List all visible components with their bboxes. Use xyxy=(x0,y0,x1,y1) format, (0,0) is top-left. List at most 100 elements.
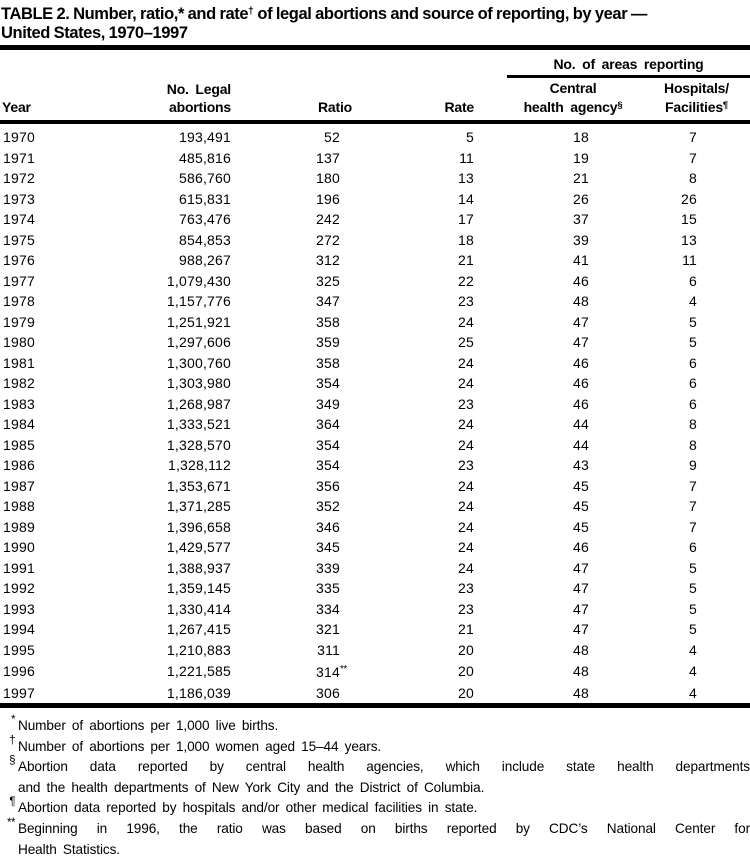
cell-central: 46 xyxy=(573,395,589,412)
footnote-text: Abortion data reported by central health… xyxy=(18,757,750,798)
cell-ratio: 356 xyxy=(316,477,340,494)
header-central-line1: Central xyxy=(549,80,597,96)
cell-rate: 20 xyxy=(458,641,474,658)
cell-abortions: 615,831 xyxy=(178,190,231,207)
table-row: 1994 1,267,415 321 21 47 5 xyxy=(0,619,750,640)
footnote-line: Number of abortions per 1,000 women aged… xyxy=(18,738,382,754)
table-row: 1985 1,328,570 354 24 44 8 xyxy=(0,435,750,456)
cell-central: 47 xyxy=(573,580,589,596)
cell-ratio: 312 xyxy=(316,252,340,268)
cell-hospitals: 15 xyxy=(681,211,698,227)
table-body: 1970 193,491 52 5 18 7 1971 485,816 137 11 19 7 1972… xyxy=(0,122,750,703)
footnote: ** Beginning in 1996, the ratio was based… xyxy=(0,817,750,860)
cell-abortions: 1,328,112 xyxy=(167,457,231,473)
cell-abortions: 854,853 xyxy=(178,231,231,248)
table-row: 1988 1,371,285 352 24 45 7 xyxy=(0,496,750,517)
cell-ratio: 335 xyxy=(316,580,340,596)
cell-rate: 18 xyxy=(458,231,474,248)
cell-ratio: 242 xyxy=(316,211,340,227)
cell-ratio: 354 xyxy=(316,375,340,391)
cell-year: 1975 xyxy=(3,231,35,248)
cell-ratio: 358 xyxy=(316,354,340,371)
cell-hospitals: 6 xyxy=(689,354,698,371)
cell-rate: 24 xyxy=(458,436,474,453)
column-header-rate: Rate xyxy=(353,78,477,124)
cell-rate: 21 xyxy=(458,621,474,637)
cell-year: 1985 xyxy=(3,436,35,453)
cell-year: 1986 xyxy=(3,457,35,473)
table-row: 1993 1,330,414 334 23 47 5 xyxy=(0,599,750,620)
cell-rate: 14 xyxy=(458,190,474,207)
footnote-line: Health Statistics. xyxy=(18,841,120,857)
table-row: 1986 1,328,112 354 23 43 9 xyxy=(0,455,750,476)
cell-central: 39 xyxy=(573,231,589,248)
bottom-rule xyxy=(0,703,750,708)
footnote-marker: * xyxy=(11,714,15,726)
table-header: No. of areas reporting Year No. Legal ab… xyxy=(0,50,750,124)
cell-hospitals: 4 xyxy=(689,641,698,658)
cell-rate: 21 xyxy=(458,252,474,268)
cell-hospitals: 7 xyxy=(689,518,698,535)
cell-year: 1978 xyxy=(3,293,35,309)
table-row: 1972 586,760 180 13 21 8 xyxy=(0,168,750,189)
cell-central: 48 xyxy=(573,684,589,701)
cell-year: 1980 xyxy=(3,334,35,350)
cell-hospitals: 9 xyxy=(689,457,698,473)
cell-central: 47 xyxy=(573,621,589,637)
table-row: 1990 1,429,577 345 24 46 6 xyxy=(0,537,750,558)
cell-hospitals: 7 xyxy=(689,477,698,494)
cell-hospitals: 7 xyxy=(689,149,698,166)
table-row: 1978 1,157,776 347 23 48 4 xyxy=(0,291,750,312)
cell-central: 45 xyxy=(573,498,589,514)
cell-abortions: 1,221,585 xyxy=(166,663,231,679)
cell-central: 37 xyxy=(573,211,589,227)
cell-abortions: 1,330,414 xyxy=(166,600,231,617)
cell-rate: 24 xyxy=(458,354,474,371)
cell-hospitals: 6 xyxy=(689,375,698,391)
cell-year: 1987 xyxy=(3,477,35,494)
footnote-text: Number of abortions per 1,000 women aged… xyxy=(18,737,750,758)
cell-abortions: 1,303,980 xyxy=(166,375,231,391)
cell-ratio: 306 xyxy=(316,684,340,701)
cell-central: 46 xyxy=(573,539,589,555)
footnote-text: Number of abortions per 1,000 live birth… xyxy=(18,716,750,737)
title-text-part1: TABLE 2. Number, ratio,* and rate xyxy=(1,5,249,23)
cell-ratio: 137 xyxy=(316,149,340,166)
cell-hospitals: 26 xyxy=(681,190,698,207)
cell-hospitals: 5 xyxy=(689,559,698,576)
cell-rate: 23 xyxy=(458,600,474,617)
cell-central: 46 xyxy=(573,272,589,289)
header-abortions-line2: abortions xyxy=(169,99,231,115)
cell-hospitals: 5 xyxy=(689,600,698,617)
title-text-part2: of legal abortions and source of reporti… xyxy=(253,5,648,23)
cell-abortions: 1,388,937 xyxy=(166,559,231,576)
cell-central: 21 xyxy=(573,170,589,186)
cell-rate: 20 xyxy=(458,663,474,679)
table-row: 1995 1,210,883 311 20 48 4 xyxy=(0,640,750,661)
cell-ratio: 52 xyxy=(324,129,340,145)
cell-year: 1983 xyxy=(3,395,35,412)
cell-abortions: 1,371,285 xyxy=(166,498,231,514)
footnote-text: Beginning in 1996, the ratio was based o… xyxy=(18,819,750,860)
cell-hospitals: 4 xyxy=(689,684,698,701)
cell-year: 1973 xyxy=(3,190,35,207)
footnote: * Number of abortions per 1,000 live birt… xyxy=(0,714,750,737)
cell-abortions: 1,079,430 xyxy=(166,272,231,289)
cell-rate: 20 xyxy=(458,684,474,701)
cell-rate: 23 xyxy=(458,580,474,596)
cell-hospitals: 6 xyxy=(689,272,698,289)
cell-hospitals: 7 xyxy=(689,129,698,145)
cell-central: 18 xyxy=(573,129,589,145)
cell-rate: 17 xyxy=(458,211,474,227)
cell-abortions: 1,396,658 xyxy=(166,518,231,535)
cell-year: 1971 xyxy=(3,149,35,166)
column-header-hospitals-facilities: Hospitals/ Facilities¶ xyxy=(645,78,750,124)
table-row: 1996 1,221,585 314** 20 48 4 xyxy=(0,660,750,683)
cell-abortions: 1,210,883 xyxy=(166,641,231,658)
cell-abortions: 763,476 xyxy=(178,211,231,227)
data-table: No. of areas reporting Year No. Legal ab… xyxy=(0,50,750,703)
cell-ratio: 321 xyxy=(316,621,340,637)
cell-year: 1974 xyxy=(3,211,35,227)
cell-abortions: 1,268,987 xyxy=(166,395,231,412)
cell-central: 48 xyxy=(573,293,589,309)
